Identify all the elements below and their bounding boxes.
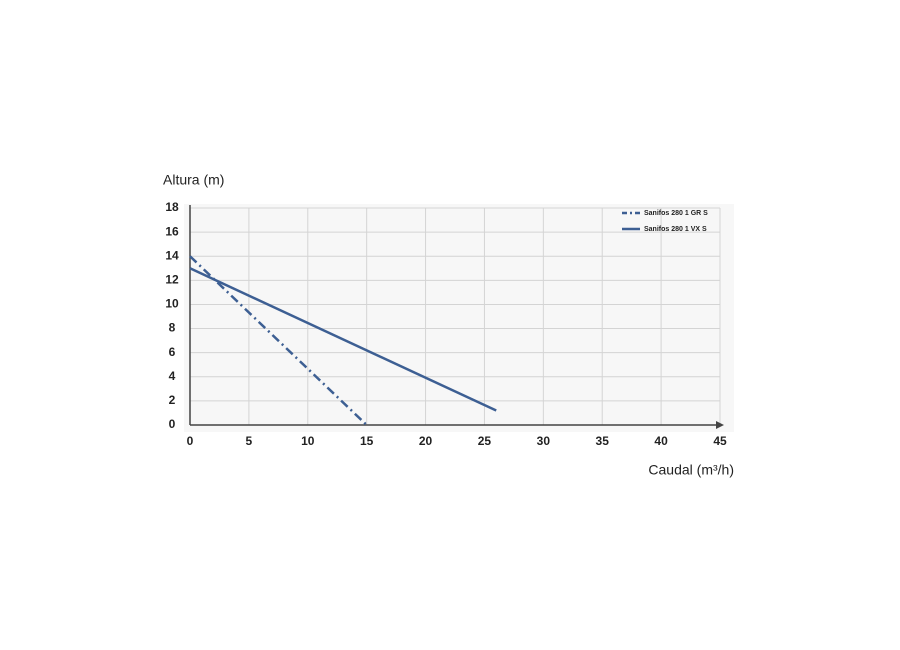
y-tick-label: 14 — [165, 248, 179, 262]
series-line — [189, 255, 368, 426]
y-tick-label: 0 — [169, 417, 176, 431]
y-tick-label: 2 — [169, 393, 176, 407]
x-axis-arrow — [716, 421, 724, 429]
x-tick-label: 25 — [478, 434, 492, 448]
series-line — [189, 267, 497, 412]
legend-label: Sanifos 280 1 VX S — [644, 226, 707, 233]
x-tick-label: 10 — [301, 434, 315, 448]
plot-background — [184, 204, 734, 432]
x-tick-label: 15 — [360, 434, 374, 448]
y-tick-label: 4 — [169, 369, 176, 383]
y-tick-label: 12 — [165, 273, 179, 287]
x-tick-label: 30 — [537, 434, 551, 448]
x-tick-label: 20 — [419, 434, 433, 448]
y-axis-label: Altura (m) — [163, 172, 224, 188]
x-tick-label: 35 — [596, 434, 610, 448]
y-tick-label: 6 — [169, 345, 176, 359]
x-tick-label: 0 — [187, 434, 194, 448]
y-tick-label: 16 — [165, 224, 179, 238]
y-tick-label: 8 — [169, 321, 176, 335]
x-tick-label: 45 — [713, 434, 727, 448]
y-tick-label: 18 — [165, 200, 179, 214]
x-tick-label: 40 — [654, 434, 668, 448]
y-tick-label: 10 — [165, 297, 179, 311]
series — [189, 255, 497, 426]
legend-label: Sanifos 280 1 GR S — [644, 210, 708, 217]
x-tick-label: 5 — [246, 434, 253, 448]
x-axis-label: Caudal (m³/h) — [648, 462, 734, 478]
